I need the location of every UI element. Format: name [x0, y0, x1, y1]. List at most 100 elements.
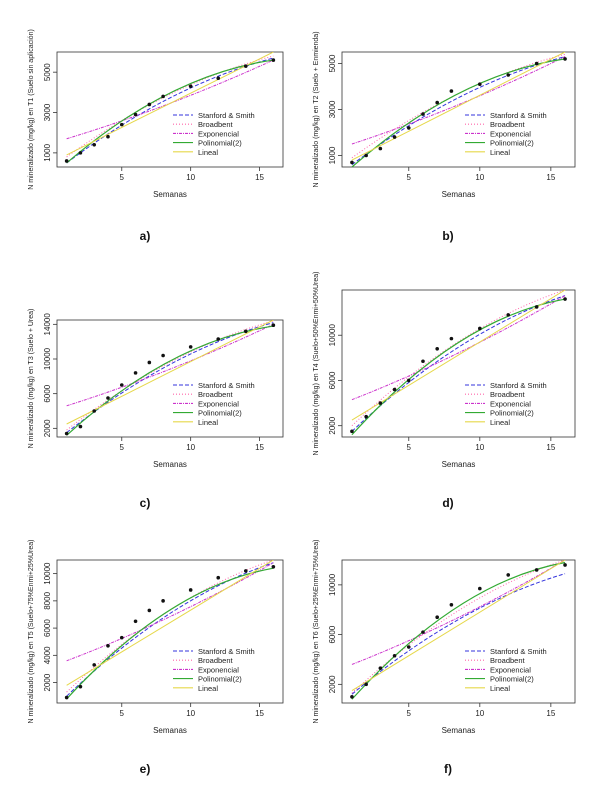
- x-axis-label: Semanas: [442, 190, 476, 199]
- data-point: [563, 57, 567, 61]
- data-point: [147, 608, 152, 613]
- series-line-lineal: [351, 560, 566, 691]
- data-point: [392, 653, 397, 658]
- series-line-polinomial-2-: [351, 298, 566, 436]
- legend-entry: Polinomial(2): [198, 139, 242, 148]
- legend-entry: Stanford & Smith: [490, 381, 547, 390]
- data-point: [243, 64, 248, 68]
- x-tick-label: 10: [186, 709, 195, 718]
- series-line-stanford-smith: [66, 562, 274, 697]
- plot-frame: [341, 559, 576, 704]
- data-point: [435, 347, 439, 351]
- chart-panel: 5 10 15 2000 6000 10000 Semanas N mineralizado …: [313, 272, 576, 510]
- x-tick-label: 5: [407, 173, 412, 182]
- y-tick-label: 10000: [328, 324, 337, 347]
- y-tick-label: 6000: [328, 625, 337, 643]
- x-axis-label: Semanas: [153, 190, 187, 199]
- series-line-exponencial: [351, 295, 566, 401]
- data-point: [421, 359, 425, 364]
- data-point: [106, 644, 110, 648]
- data-point: [378, 401, 383, 405]
- y-tick-label: 1000: [43, 143, 52, 161]
- legend-entry: Lineal: [490, 148, 510, 157]
- legend-entry: Broadbent: [490, 390, 526, 399]
- data-point: [119, 635, 124, 640]
- legend-entry: Exponencial: [198, 129, 239, 138]
- x-tick-label: 5: [120, 709, 125, 718]
- data-point: [188, 84, 193, 89]
- y-tick-label: 10000: [43, 347, 52, 370]
- legend-entry: Broadbent: [490, 120, 526, 129]
- plot-frame: [56, 51, 284, 168]
- x-tick-label: 5: [407, 443, 412, 452]
- legend-entry: Lineal: [198, 684, 218, 693]
- data-point: [364, 153, 368, 158]
- series-line-exponencial: [66, 59, 274, 140]
- series-line-broadbent: [66, 55, 274, 158]
- data-point: [119, 122, 124, 127]
- data-point: [406, 645, 411, 649]
- y-tick-label: 4000: [43, 646, 52, 664]
- chart-panel: 5 10 15 2000 6000 10000 Semanas N mineralizado …: [313, 540, 576, 776]
- series-line-exponencial: [351, 560, 566, 665]
- data-point: [378, 146, 383, 151]
- x-tick-label: 10: [475, 173, 484, 182]
- y-tick-label: 6000: [43, 384, 52, 402]
- y-tick-label: 2000: [328, 416, 337, 434]
- legend-entry: Broadbent: [198, 390, 234, 399]
- data-point: [216, 76, 221, 81]
- data-point: [392, 387, 397, 392]
- data-point: [563, 297, 567, 301]
- panel-label: e): [140, 762, 151, 776]
- plot-frame: [341, 51, 576, 168]
- legend-entry: Stanford & Smith: [198, 381, 255, 390]
- y-axis-label: N mineralizado (mg/kg) en T5 (Suelo+75%E…: [28, 540, 35, 724]
- data-point: [478, 586, 482, 591]
- series-line-lineal: [351, 290, 566, 421]
- data-point: [364, 414, 368, 419]
- data-point: [421, 630, 425, 634]
- legend-entry: Broadbent: [490, 656, 526, 665]
- legend-entry: Stanford & Smith: [490, 647, 547, 656]
- series-line-polinomial-2-: [351, 58, 566, 167]
- y-axis-label: N mineralizado (mg/kg) en T1 (Suelo sin …: [28, 29, 35, 190]
- series-line-lineal: [66, 320, 274, 425]
- data-point: [350, 160, 354, 165]
- data-point: [449, 336, 454, 341]
- data-point: [64, 431, 69, 436]
- data-point: [78, 151, 83, 155]
- x-tick-label: 15: [255, 173, 264, 182]
- data-point: [534, 61, 539, 66]
- legend-entry: Exponencial: [490, 665, 531, 674]
- data-point: [392, 135, 397, 139]
- y-tick-label: 3000: [43, 103, 52, 121]
- y-tick-label: 2000: [328, 675, 337, 693]
- x-tick-label: 15: [255, 443, 264, 452]
- x-tick-label: 15: [546, 709, 555, 718]
- x-axis-label: Semanas: [442, 460, 476, 469]
- y-tick-label: 2000: [43, 673, 52, 691]
- y-tick-label: 6000: [43, 619, 52, 637]
- y-tick-label: 1000: [328, 146, 337, 164]
- plot-frame: [341, 289, 576, 438]
- x-tick-label: 15: [546, 443, 555, 452]
- x-tick-label: 5: [407, 709, 412, 718]
- data-point: [92, 409, 97, 413]
- data-point: [161, 599, 165, 603]
- series-line-broadbent: [351, 53, 566, 159]
- data-point: [435, 100, 439, 105]
- data-point: [106, 134, 110, 139]
- y-tick-label: 10000: [43, 562, 52, 585]
- data-point: [78, 424, 83, 429]
- data-point: [406, 378, 411, 383]
- legend-entry: Lineal: [490, 418, 510, 427]
- series-line-exponencial: [66, 323, 274, 407]
- data-point: [506, 313, 511, 317]
- series-line-stanford-smith: [351, 573, 566, 695]
- panel-label: d): [442, 496, 453, 510]
- legend-entry: Polinomial(2): [490, 409, 534, 418]
- data-point: [92, 143, 97, 147]
- legend-entry: Stanford & Smith: [198, 111, 255, 120]
- x-axis-label: Semanas: [153, 726, 187, 735]
